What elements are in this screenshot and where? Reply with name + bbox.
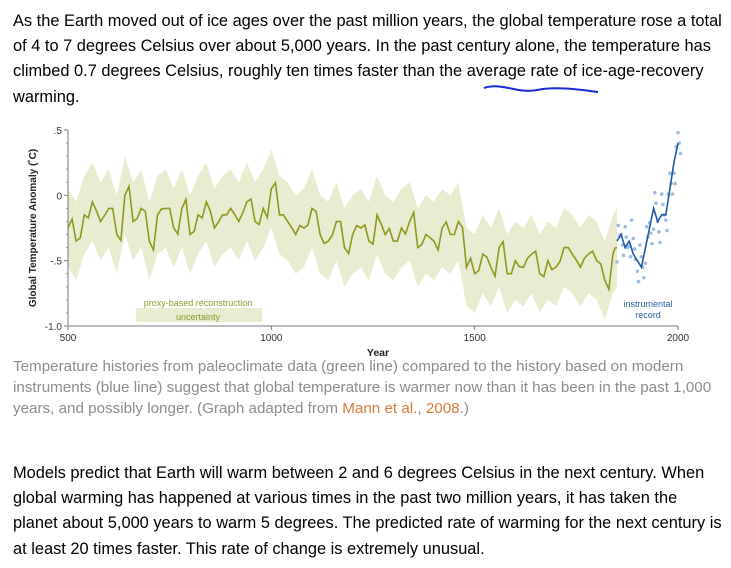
caption-comma: , (417, 400, 426, 417)
instrumental-point (644, 224, 649, 229)
instrumental-point (654, 201, 658, 205)
instrumental-point (668, 171, 672, 175)
instrumental-point (657, 230, 661, 234)
instrumental-point (621, 253, 626, 258)
uncertainty-legend-swatch (136, 308, 262, 322)
instrumental-point (636, 279, 641, 284)
figure-caption: Temperature histories from paleoclimate … (13, 356, 725, 419)
series-group (67, 130, 683, 293)
x-tick-label: 500 (60, 333, 77, 344)
instrumental-point (651, 227, 656, 232)
y-tick-label: .5 (54, 126, 63, 137)
instrumental-point (635, 269, 640, 273)
year-link[interactable]: 2008 (425, 400, 460, 417)
x-axis-title: Year (367, 347, 389, 359)
axes-group (64, 129, 679, 330)
instrumental-point (653, 190, 657, 195)
x-tick-label: 1500 (464, 333, 487, 344)
instrumental-point (639, 254, 644, 259)
instrumental-point (632, 247, 637, 251)
instrumental-point (673, 181, 677, 186)
instrumental-point (616, 223, 621, 228)
x-tick-label: 1000 (260, 333, 283, 344)
mann-link[interactable]: Mann et al. (342, 400, 418, 417)
proxy-line (67, 180, 618, 293)
instrumental-line (616, 142, 679, 270)
instrumental-point (661, 202, 665, 207)
instrumental-point (676, 130, 680, 135)
instrumental-point (650, 241, 654, 246)
instrumental-point (620, 243, 625, 247)
y-axis-title: Global Temperature Anomaly (˚C) (27, 149, 39, 307)
caption-end: .) (459, 400, 469, 417)
instrumental-point (658, 240, 662, 245)
instrumental-point (624, 235, 629, 239)
models-paragraph: Models predict that Earth will warm betw… (13, 464, 722, 558)
instrumental-point (670, 192, 675, 196)
instrumental-point (643, 261, 648, 266)
instrumental-annotation-line: instrumental (623, 299, 672, 309)
instrumental-point (629, 218, 634, 222)
y-tick-label: -.5 (50, 257, 62, 268)
instrumental-point (648, 231, 653, 236)
instrumental-annotation-line: record (635, 310, 661, 320)
instrumental-point (665, 228, 669, 233)
y-tick-label: 0 (56, 191, 62, 202)
proxy-annotation-line: proxy-based reconstruction (144, 298, 253, 308)
instrumental-point (664, 218, 668, 222)
instrumental-point (631, 236, 636, 241)
instrumental-point (637, 243, 642, 247)
instrumental-point (659, 192, 664, 196)
proxy-annotation-line: uncertainty (176, 312, 221, 322)
x-tick-label: 2000 (667, 333, 690, 344)
instrumental-point (628, 254, 633, 259)
instrumental-point (615, 260, 619, 264)
handwritten-underline (483, 85, 599, 93)
y-tick-label: -1.0 (45, 322, 63, 333)
instrumental-point (642, 275, 646, 280)
intro-paragraph: As the Earth moved out of ice ages over … (13, 12, 722, 106)
caption-text: Temperature histories from paleoclimate … (13, 358, 712, 417)
instrumental-point (678, 151, 683, 156)
instrumental-point (623, 224, 627, 229)
